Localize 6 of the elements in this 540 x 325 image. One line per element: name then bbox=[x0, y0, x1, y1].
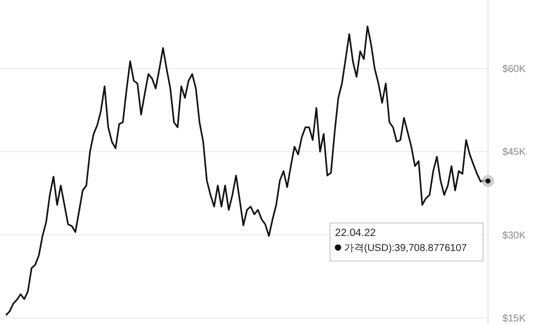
annotation: 가격(USD):39,708.8776107 bbox=[344, 243, 468, 254]
y-tick-label: $60K bbox=[502, 64, 526, 76]
y-tick-label: $45K bbox=[502, 147, 526, 158]
y-tick-label: $15K bbox=[502, 314, 526, 324]
y-tick-label: $30K bbox=[502, 230, 526, 242]
annotation: 22.04.22 bbox=[335, 227, 376, 240]
